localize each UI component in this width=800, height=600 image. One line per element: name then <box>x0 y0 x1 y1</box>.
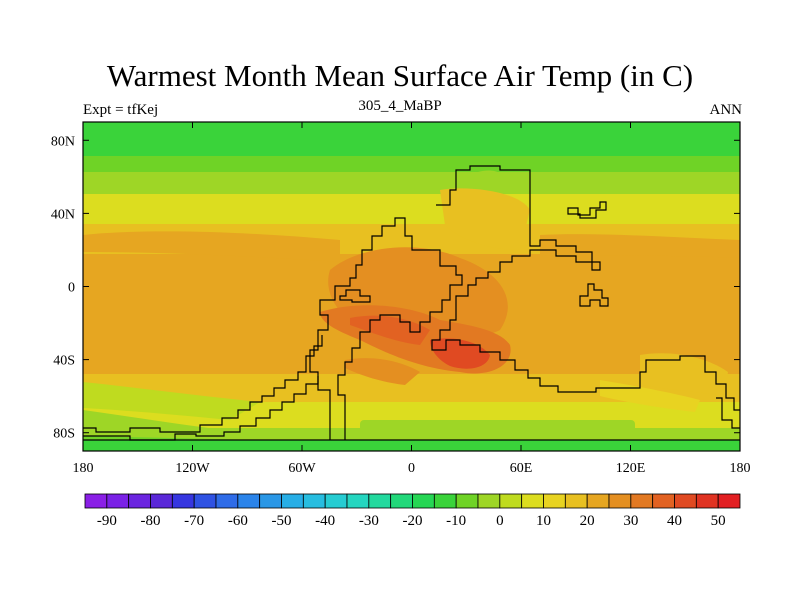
coastlines <box>83 165 740 441</box>
x-tick-label: 0 <box>408 461 415 476</box>
colorbar-label: -40 <box>315 513 335 529</box>
x-tick-label: 180 <box>730 461 751 476</box>
colorbar-swatch <box>390 493 413 509</box>
colorbar-swatch <box>652 493 675 509</box>
y-tick-label: 80N <box>51 134 75 149</box>
colorbar-swatch <box>433 493 457 509</box>
y-tick-label: 0 <box>68 281 75 296</box>
colorbar-label: -30 <box>359 513 379 529</box>
colorbar-swatch <box>521 493 544 509</box>
colorbar-swatch <box>324 493 348 509</box>
colorbar-swatch <box>281 493 304 509</box>
colorbar-label: 20 <box>580 513 595 529</box>
y-tick-label: 80S <box>53 427 75 442</box>
colorbar-label: -70 <box>184 513 204 529</box>
colorbar <box>84 493 741 509</box>
colorbar-label: 40 <box>667 513 682 529</box>
colorbar-swatch <box>171 493 195 509</box>
colorbar-swatch <box>674 493 697 509</box>
x-tick-label: 60E <box>510 461 533 476</box>
map-subtitle: 305_4_MaBP <box>358 98 442 114</box>
colorbar-swatch <box>717 493 741 509</box>
colorbar-label: -20 <box>403 513 423 529</box>
x-tick-label: 120E <box>616 461 646 476</box>
colorbar-swatch <box>193 493 217 509</box>
colorbar-label: -60 <box>228 513 248 529</box>
colorbar-swatch <box>543 493 566 509</box>
colorbar-swatch <box>477 493 501 509</box>
colorbar-label: 30 <box>623 513 638 529</box>
axis-ticks: 180 120W 60W 0 60E 120E 180 80N 40N 0 40S 80S <box>51 122 751 476</box>
colorbar-swatch <box>302 493 326 509</box>
x-tick-label: 180 <box>73 461 94 476</box>
colorbar-swatch <box>499 493 523 509</box>
colorbar-label: -80 <box>141 513 161 529</box>
colorbar-label: 10 <box>536 513 551 529</box>
colorbar-swatch <box>128 493 151 509</box>
colorbar-swatch <box>630 493 654 509</box>
colorbar-swatch <box>586 493 610 509</box>
colorbar-label: -10 <box>446 513 466 529</box>
y-tick-label: 40S <box>53 354 75 369</box>
experiment-label: Expt = tfKej <box>83 102 159 118</box>
colorbar-swatch <box>150 493 173 509</box>
colorbar-swatch <box>455 493 479 509</box>
colorbar-label: 0 <box>496 513 504 529</box>
x-tick-label: 120W <box>175 461 210 476</box>
y-tick-label: 40N <box>51 207 75 222</box>
colorbar-label: -50 <box>272 513 292 529</box>
colorbar-swatch <box>412 493 435 509</box>
colorbar-labels: -90 -80 -70 -60 -50 -40 -30 -20 -10 0 10 20 30 40 50 <box>97 513 726 529</box>
colorbar-swatch <box>368 493 392 509</box>
colorbar-swatch <box>259 493 282 509</box>
colorbar-label: 50 <box>711 513 726 529</box>
x-tick-label: 60W <box>288 461 316 476</box>
colorbar-swatch <box>608 493 632 509</box>
colorbar-swatch <box>215 493 239 509</box>
colorbar-swatch <box>346 493 370 509</box>
colorbar-swatch <box>237 493 261 509</box>
colorbar-swatch <box>695 493 719 509</box>
temperature-field <box>83 122 740 451</box>
colorbar-label: -90 <box>97 513 117 529</box>
colorbar-swatch <box>106 493 130 509</box>
colorbar-swatch <box>564 493 588 509</box>
colorbar-swatch <box>84 493 108 509</box>
map-title: Warmest Month Mean Surface Air Temp (in … <box>106 58 694 93</box>
season-label: ANN <box>709 102 743 118</box>
